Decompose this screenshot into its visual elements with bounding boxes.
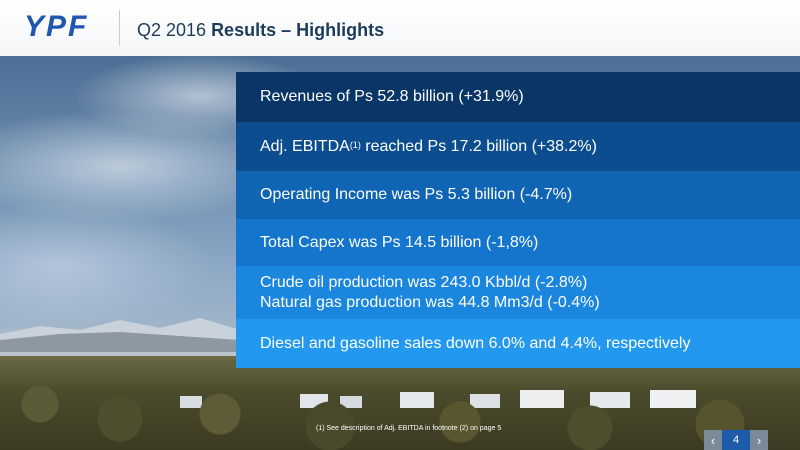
- chevron-right-icon: ›: [756, 432, 762, 448]
- next-slide-button[interactable]: ›: [750, 430, 768, 450]
- highlights-panel: Revenues of Ps 52.8 billion (+31.9%) Adj…: [236, 72, 800, 368]
- highlight-adj-ebitda: Adj. EBITDA(1) reached Ps 17.2 billion (…: [236, 122, 800, 171]
- footnote-marker: (1): [349, 139, 361, 150]
- highlight-fuel-sales: Diesel and gasoline sales down 6.0% and …: [236, 319, 800, 368]
- highlight-text: Total Capex was Ps 14.5 billion (-1,8%): [260, 233, 539, 251]
- highlight-text-crude: Crude oil production was 243.0 Kbbl/d (-…: [260, 273, 588, 291]
- slide-pager: ‹ 4 ›: [704, 430, 768, 450]
- ebitda-value: reached Ps 17.2 billion (+38.2%): [360, 137, 597, 155]
- previous-slide-button[interactable]: ‹: [704, 430, 722, 450]
- slide-header: YPF Q2 2016 Results – Highlights: [0, 0, 800, 56]
- page-number: 4: [722, 430, 750, 450]
- highlight-text-gas: Natural gas production was 44.8 Mm3/d (-…: [260, 293, 600, 311]
- highlight-revenues: Revenues of Ps 52.8 billion (+31.9%): [236, 72, 800, 122]
- footnote: (1) See description of Adj. EBITDA in fo…: [316, 425, 502, 432]
- highlight-text: Operating Income was Ps 5.3 billion (-4.…: [260, 186, 573, 203]
- chevron-left-icon: ‹: [710, 432, 716, 448]
- highlight-production: Crude oil production was 243.0 Kbbl/d (-…: [236, 266, 800, 319]
- slide-title: Q2 2016 Results – Highlights: [137, 19, 384, 41]
- title-period: Q2 2016: [137, 20, 212, 40]
- highlight-text: Adj. EBITDA(1) reached Ps 17.2 billion (…: [260, 137, 800, 157]
- highlight-text: Diesel and gasoline sales down 6.0% and …: [260, 334, 691, 352]
- highlight-operating-income: Operating Income was Ps 5.3 billion (-4.…: [236, 171, 800, 219]
- title-heading: Results – Highlights: [211, 20, 385, 40]
- header-divider: [119, 10, 120, 46]
- highlight-text: Revenues of Ps 52.8 billion (+31.9%): [260, 88, 524, 105]
- ebitda-label: Adj. EBITDA: [260, 137, 350, 155]
- highlight-total-capex: Total Capex was Ps 14.5 billion (-1,8%): [236, 219, 800, 266]
- ypf-logo: YPF: [24, 10, 89, 43]
- shrubs: [0, 364, 800, 450]
